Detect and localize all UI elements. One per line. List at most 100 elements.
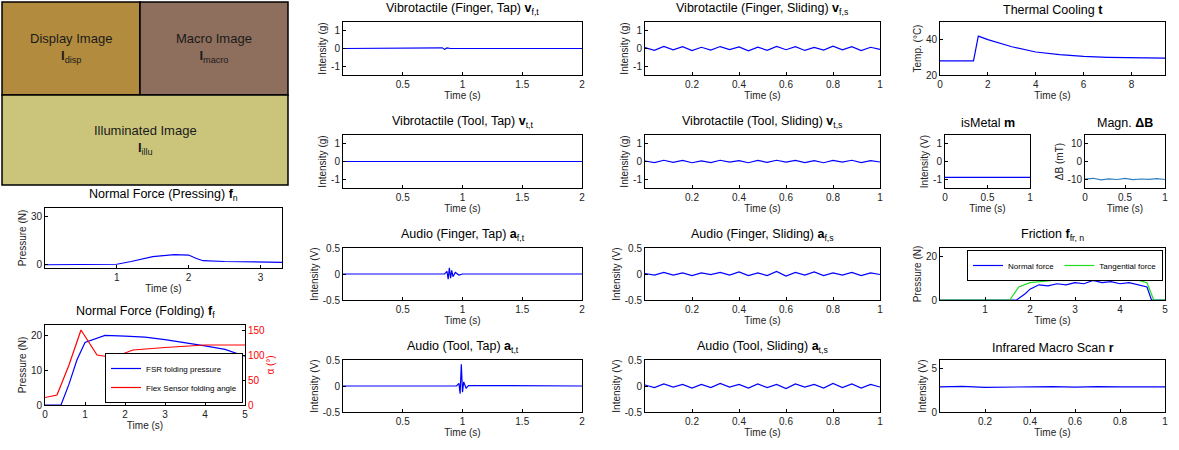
- svg-text:0.8: 0.8: [826, 304, 840, 315]
- svg-text:1: 1: [877, 304, 883, 315]
- svg-text:20: 20: [926, 70, 938, 81]
- svg-text:2: 2: [579, 416, 585, 427]
- svg-text:Time (s): Time (s): [127, 420, 163, 431]
- svg-text:10: 10: [31, 365, 43, 376]
- svg-text:50: 50: [248, 375, 260, 386]
- svg-text:Time (s): Time (s): [744, 203, 780, 214]
- svg-text:1: 1: [877, 192, 883, 203]
- svg-text:0.4: 0.4: [732, 79, 746, 90]
- svg-text:0: 0: [942, 192, 948, 203]
- svg-text:0.5: 0.5: [1118, 192, 1132, 203]
- svg-text:0.5: 0.5: [628, 243, 642, 254]
- svg-text:0.6: 0.6: [1068, 416, 1082, 427]
- svg-text:2: 2: [579, 192, 585, 203]
- svg-text:0: 0: [334, 156, 340, 167]
- svg-text:1: 1: [877, 79, 883, 90]
- svg-text:Time (s): Time (s): [1107, 203, 1143, 214]
- svg-text:Temp. (°C): Temp. (°C): [912, 25, 923, 73]
- svg-text:-10: -10: [1068, 174, 1083, 185]
- svg-text:3: 3: [162, 409, 168, 420]
- svg-text:30: 30: [31, 211, 43, 222]
- svg-text:-1: -1: [331, 174, 340, 185]
- svg-text:Time (s): Time (s): [444, 90, 480, 101]
- svg-text:0: 0: [636, 269, 642, 280]
- svg-text:6: 6: [1081, 79, 1087, 90]
- svg-text:Vibrotactile (Tool, Sliding) v: Vibrotactile (Tool, Sliding) v​t,s​: [682, 114, 843, 130]
- svg-text:0: 0: [636, 43, 642, 54]
- svg-text:Time (s): Time (s): [444, 203, 480, 214]
- svg-text:1: 1: [1027, 192, 1033, 203]
- svg-text:isMetal m: isMetal m: [961, 116, 1015, 130]
- svg-text:1: 1: [82, 409, 88, 420]
- svg-text:Vibrotactile (Finger, Tap) v​f: Vibrotactile (Finger, Tap) v​f,t​: [386, 1, 539, 17]
- svg-text:0: 0: [931, 295, 937, 306]
- svg-text:1: 1: [460, 416, 466, 427]
- svg-text:-0.5: -0.5: [323, 295, 341, 306]
- svg-text:10: 10: [1071, 138, 1083, 149]
- svg-text:1: 1: [982, 304, 988, 315]
- svg-text:0.2: 0.2: [685, 304, 699, 315]
- svg-text:1: 1: [636, 25, 642, 36]
- svg-text:Intensity (V): Intensity (V): [919, 135, 930, 188]
- svg-text:2: 2: [579, 304, 585, 315]
- svg-text:1: 1: [460, 192, 466, 203]
- svg-text:Friction f​fr, n​: Friction f​fr, n​: [1021, 227, 1084, 243]
- svg-text:2: 2: [186, 272, 192, 283]
- svg-text:Intensity (V): Intensity (V): [309, 247, 320, 300]
- svg-text:1: 1: [334, 138, 340, 149]
- svg-text:0: 0: [36, 400, 42, 411]
- svg-text:4: 4: [1033, 79, 1039, 90]
- svg-text:0.5: 0.5: [396, 192, 410, 203]
- svg-text:Time (s): Time (s): [1034, 90, 1070, 101]
- svg-text:Audio (Tool, Tap) a​t,t​: Audio (Tool, Tap) a​t,t​: [407, 339, 519, 355]
- svg-text:1: 1: [460, 304, 466, 315]
- svg-text:Normal force: Normal force: [1008, 262, 1054, 271]
- svg-text:-0.5: -0.5: [323, 407, 341, 418]
- svg-text:-1: -1: [331, 61, 340, 72]
- svg-text:0.8: 0.8: [826, 192, 840, 203]
- svg-text:1.5: 1.5: [515, 79, 529, 90]
- svg-text:Time (s): Time (s): [145, 283, 181, 294]
- svg-text:0.5: 0.5: [326, 355, 340, 366]
- svg-text:Infrared Macro Scan r: Infrared Macro Scan r: [992, 341, 1114, 355]
- svg-text:0.2: 0.2: [978, 416, 992, 427]
- svg-text:0: 0: [42, 409, 48, 420]
- svg-text:Time (s): Time (s): [1034, 427, 1070, 438]
- svg-text:0.4: 0.4: [732, 304, 746, 315]
- svg-text:0: 0: [937, 79, 943, 90]
- svg-text:4: 4: [1117, 304, 1123, 315]
- svg-text:α (°): α (°): [265, 355, 276, 374]
- svg-text:-1: -1: [633, 61, 642, 72]
- svg-text:0.4: 0.4: [732, 416, 746, 427]
- svg-text:0: 0: [636, 156, 642, 167]
- svg-text:0: 0: [248, 400, 254, 411]
- svg-text:Intensity (V): Intensity (V): [611, 359, 622, 412]
- svg-text:0.8: 0.8: [1113, 416, 1127, 427]
- svg-text:Thermal Cooling t: Thermal Cooling t: [1003, 3, 1103, 17]
- svg-text:Time (s): Time (s): [1034, 315, 1070, 326]
- svg-text:0.8: 0.8: [826, 79, 840, 90]
- svg-text:20: 20: [926, 251, 938, 262]
- svg-text:1.5: 1.5: [515, 416, 529, 427]
- svg-text:1: 1: [334, 25, 340, 36]
- svg-text:-0.5: -0.5: [625, 407, 643, 418]
- svg-text:Tangential force: Tangential force: [1099, 262, 1156, 271]
- svg-text:150: 150: [248, 325, 265, 336]
- svg-text:5: 5: [242, 409, 248, 420]
- svg-text:0.5: 0.5: [396, 304, 410, 315]
- svg-text:Display ImageI​disp​: Display ImageI​disp​: [30, 31, 112, 65]
- svg-text:0.2: 0.2: [685, 192, 699, 203]
- svg-text:Intensity (V): Intensity (V): [309, 359, 320, 412]
- svg-text:Normal Force (Folding) f​f​: Normal Force (Folding) f​f​: [76, 304, 215, 320]
- svg-text:Intensity (V): Intensity (V): [917, 359, 928, 412]
- svg-text:Time (s): Time (s): [744, 315, 780, 326]
- svg-text:Pressure (N): Pressure (N): [17, 210, 28, 267]
- svg-text:Time (s): Time (s): [969, 203, 1005, 214]
- svg-text:0.5: 0.5: [628, 355, 642, 366]
- svg-text:0.5: 0.5: [981, 192, 995, 203]
- svg-text:0.6: 0.6: [779, 79, 793, 90]
- svg-text:Intensity (g): Intensity (g): [619, 135, 630, 187]
- svg-text:0.5: 0.5: [326, 243, 340, 254]
- svg-text:0.6: 0.6: [779, 192, 793, 203]
- svg-text:ΔB (mT): ΔB (mT): [1054, 143, 1065, 180]
